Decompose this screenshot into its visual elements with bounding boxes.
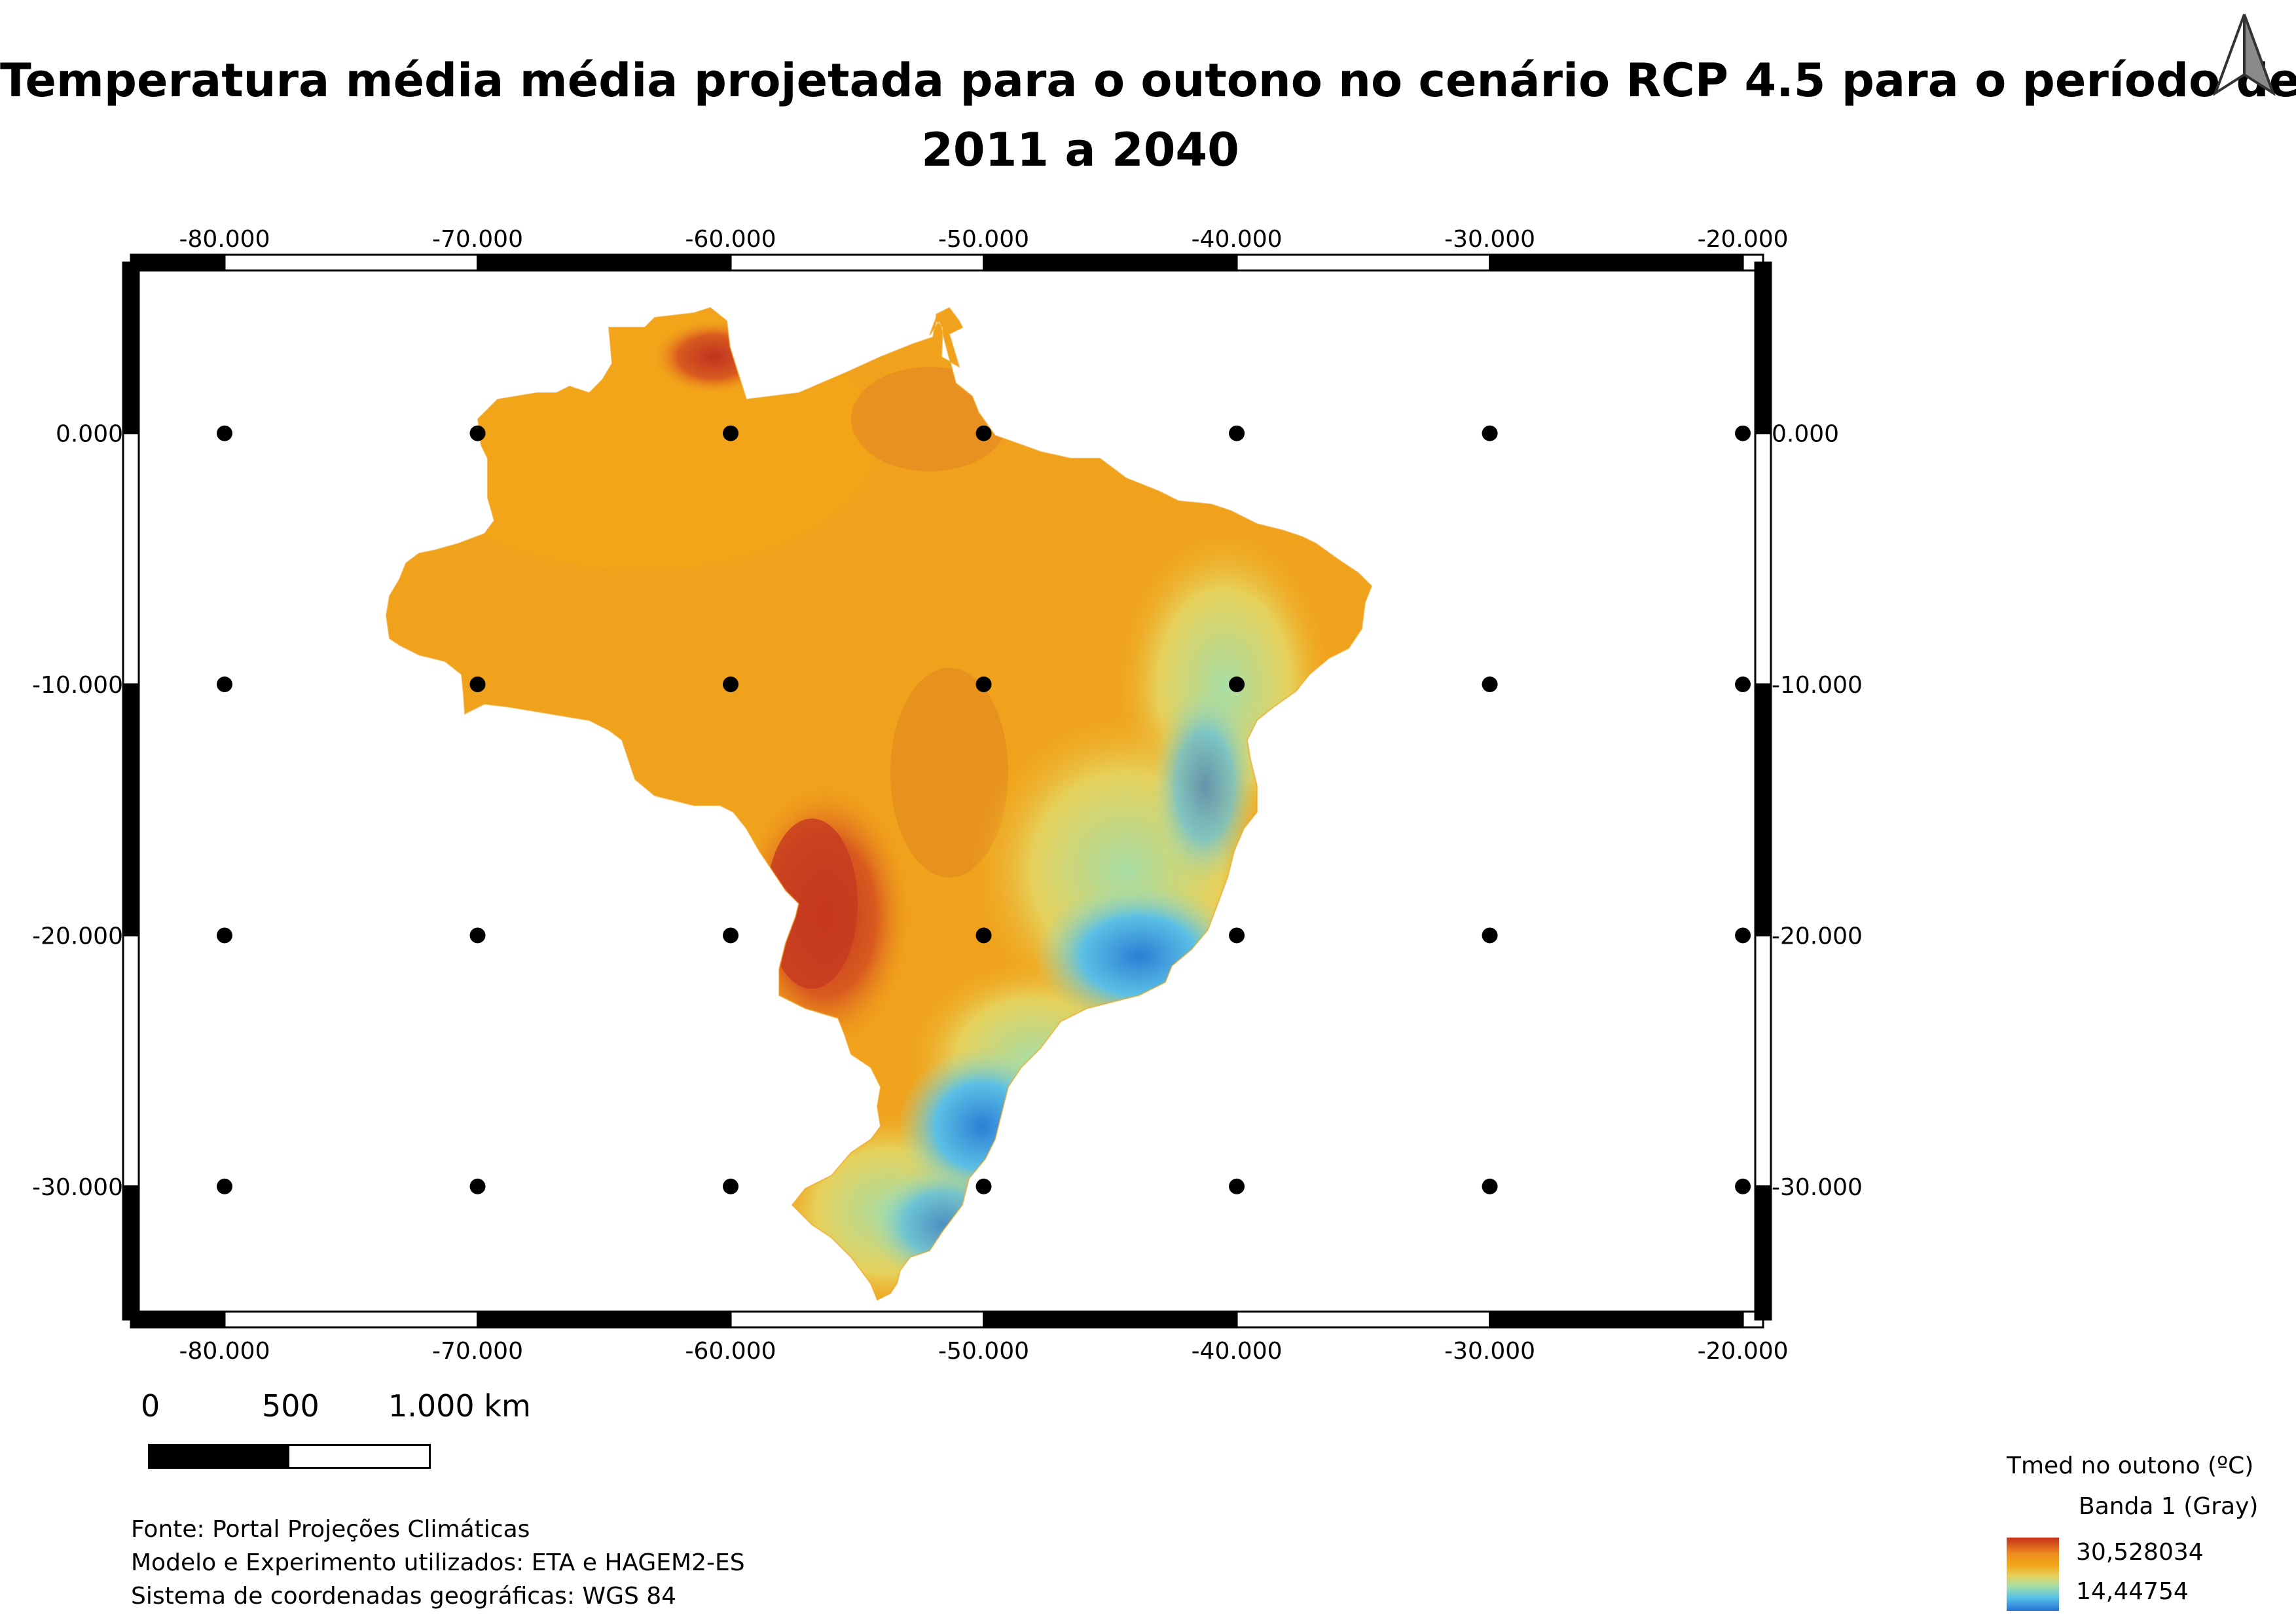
- frame-bar-top: [983, 253, 1238, 272]
- graticule-point: [469, 1178, 486, 1194]
- x-tick-label-top: -40.000: [1192, 226, 1283, 253]
- x-tick-label-bottom: -20.000: [1698, 1338, 1789, 1365]
- frame-bar-top: [223, 253, 479, 272]
- legend: Tmed no outono (ºC) Banda 1 (Gray) 30,52…: [2007, 1452, 2258, 1611]
- frame-bar-right: [1754, 1185, 1772, 1321]
- x-tick-label-top: -60.000: [685, 226, 776, 253]
- graticule-point: [975, 927, 992, 944]
- graticule-point: [975, 1178, 992, 1194]
- x-tick-label-top: -70.000: [432, 226, 523, 253]
- source-text: Fonte: Portal Projeções Climáticas: [131, 1516, 530, 1543]
- graticule-point: [469, 676, 486, 693]
- frame-bar-top: [130, 253, 226, 272]
- frame-bar-bottom: [1489, 1310, 1744, 1329]
- x-tick-label-bottom: -40.000: [1192, 1338, 1283, 1365]
- frame-bar-top: [477, 253, 732, 272]
- graticule-point: [469, 927, 486, 944]
- graticule-point: [1229, 927, 1245, 944]
- temperature-raster: [386, 308, 1372, 1300]
- frame-bars: [122, 253, 1772, 1329]
- graticule-point: [1482, 425, 1498, 441]
- frame-bar-right: [1754, 261, 1772, 435]
- x-tick-label-bottom: -50.000: [938, 1338, 1029, 1365]
- frame-bar-right: [1754, 432, 1772, 686]
- map-title-line1: Temperatura média média projetada para o…: [0, 54, 2296, 107]
- y-tick-label-left: 0.000: [56, 421, 123, 448]
- scale-label-0: 0: [141, 1388, 160, 1424]
- scale-bar: [148, 1444, 431, 1469]
- frame-bar-bottom: [729, 1310, 985, 1329]
- x-tick-label-bottom: -30.000: [1444, 1338, 1535, 1365]
- north-arrow-icon: [2213, 14, 2276, 96]
- x-tick-label-bottom: -80.000: [179, 1338, 270, 1365]
- legend-title: Tmed no outono (ºC): [2007, 1452, 2254, 1479]
- graticule-labels: -80.000 -80.000 -70.000 -70.000 -60.000 -60.0…: [32, 226, 1863, 1365]
- y-tick-label-left: -20.000: [32, 923, 123, 950]
- frame-bar-left: [122, 1185, 140, 1321]
- frame-bar-right: [1754, 683, 1772, 936]
- y-tick-label-right: -20.000: [1772, 923, 1863, 950]
- frame-bar-left: [122, 261, 140, 435]
- graticule-point: [217, 927, 233, 944]
- graticule-point: [1482, 1178, 1498, 1194]
- y-tick-label-left: -30.000: [32, 1174, 123, 1201]
- frame-bar-left: [122, 432, 140, 686]
- graticule-point: [1229, 1178, 1245, 1194]
- graticule-point: [217, 425, 233, 441]
- x-tick-label-bottom: -70.000: [432, 1338, 523, 1365]
- x-tick-label-top: -50.000: [938, 226, 1029, 253]
- frame-bar-bottom: [477, 1310, 732, 1329]
- frame-bar-left: [122, 683, 140, 936]
- graticule-point: [723, 425, 739, 441]
- y-tick-label-right: -30.000: [1772, 1174, 1863, 1201]
- graticule-point: [217, 676, 233, 693]
- graticule-point: [1482, 927, 1498, 944]
- y-tick-label-left: -10.000: [32, 672, 123, 699]
- graticule-point: [723, 927, 739, 944]
- graticule-point: [1229, 676, 1245, 693]
- legend-min: 14,44754: [2076, 1578, 2189, 1605]
- graticule-point: [723, 676, 739, 693]
- legend-color-ramp: [2007, 1538, 2059, 1611]
- graticule-point: [723, 1178, 739, 1194]
- legend-max: 30,528034: [2076, 1539, 2204, 1566]
- scale-label-1000: 1.000 km: [388, 1388, 531, 1424]
- frame-bar-bottom: [983, 1310, 1238, 1329]
- graticule-point: [1735, 425, 1751, 441]
- graticule-point: [975, 425, 992, 441]
- y-tick-label-right: -10.000: [1772, 672, 1863, 699]
- graticule-point: [469, 425, 486, 441]
- frame-bar-left: [122, 934, 140, 1188]
- frame-bar-top: [729, 253, 985, 272]
- map-title-line2: 2011 a 2040: [921, 123, 1239, 177]
- graticule-point: [1229, 425, 1245, 441]
- crs-text: Sistema de coordenadas geográficas: WGS …: [131, 1583, 677, 1610]
- graticule-point: [975, 676, 992, 693]
- frame-bar-bottom: [223, 1310, 479, 1329]
- x-tick-label-bottom: -60.000: [685, 1338, 776, 1365]
- scale-label-500: 500: [262, 1388, 319, 1424]
- graticule-point: [1735, 927, 1751, 944]
- x-tick-label-top: -80.000: [179, 226, 270, 253]
- graticule-point: [1482, 676, 1498, 693]
- graticule-point: [217, 1178, 233, 1194]
- map-title: Temperatura média média projetada para o…: [0, 46, 2296, 185]
- y-tick-label-right: 0.000: [1772, 421, 1839, 448]
- graticule-point: [1735, 676, 1751, 693]
- frame-bar-bottom: [1235, 1310, 1491, 1329]
- graticule-point: [1735, 1178, 1751, 1194]
- x-tick-label-top: -30.000: [1444, 226, 1535, 253]
- frame-bar-top: [1489, 253, 1744, 272]
- frame-bar-right: [1754, 934, 1772, 1188]
- model-text: Modelo e Experimento utilizados: ETA e H…: [131, 1549, 745, 1576]
- map-info: Fonte: Portal Projeções Climáticas Model…: [131, 1513, 745, 1613]
- graticule-points: [217, 425, 1751, 1194]
- x-tick-label-top: -20.000: [1698, 226, 1789, 253]
- frame-bar-top: [1235, 253, 1491, 272]
- frame-bar-bottom: [130, 1310, 226, 1329]
- legend-band: Banda 1 (Gray): [2079, 1493, 2259, 1520]
